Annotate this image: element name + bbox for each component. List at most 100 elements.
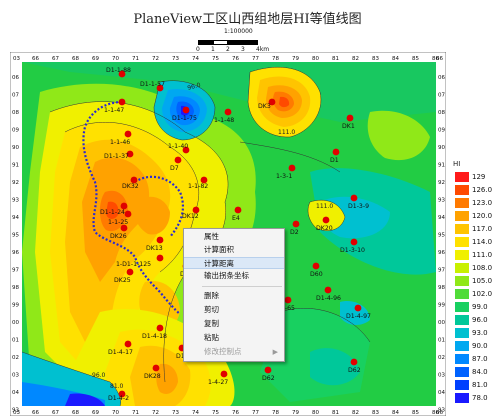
x-grid-label: 75 xyxy=(212,56,219,62)
well-marker[interactable] xyxy=(322,216,330,224)
well-marker[interactable] xyxy=(224,108,232,116)
menu-item-edit-control-points[interactable]: 修改控制点 ▶ xyxy=(184,346,284,358)
well-marker[interactable] xyxy=(118,390,126,398)
y-grid-label: 94 xyxy=(12,215,19,221)
well-marker[interactable] xyxy=(174,156,182,164)
well-marker[interactable] xyxy=(200,176,208,184)
well-marker[interactable] xyxy=(156,324,164,332)
y-grid-label: 96 xyxy=(12,250,19,256)
well-marker[interactable] xyxy=(120,224,128,232)
well-marker[interactable] xyxy=(288,164,296,172)
y-grid-label: 06 xyxy=(12,75,19,81)
legend-swatch xyxy=(455,315,469,325)
well-label: DK25 xyxy=(114,277,131,284)
well-marker[interactable] xyxy=(118,98,126,106)
well-marker[interactable] xyxy=(118,70,126,78)
well-label: D60 xyxy=(310,271,323,278)
well-marker[interactable] xyxy=(192,206,200,214)
well-marker[interactable] xyxy=(156,254,164,262)
well-marker[interactable] xyxy=(234,206,242,214)
legend-value: 78.0 xyxy=(472,394,488,402)
y-grid-label: 02 xyxy=(438,355,445,361)
well-marker[interactable] xyxy=(346,114,354,122)
menu-item-cut[interactable]: 剪切 xyxy=(204,305,219,314)
well-marker[interactable] xyxy=(324,286,332,294)
x-grid-label: 68 xyxy=(72,56,79,62)
context-menu[interactable]: 属性 计算面积 计算距离 输出拐条坐标 删除 剪切 复制 粘贴 修改控制点 ▶ xyxy=(183,228,285,362)
y-grid-label: 07 xyxy=(438,93,445,99)
well-marker[interactable] xyxy=(264,366,272,374)
well-marker[interactable] xyxy=(152,364,160,372)
well-label: E4 xyxy=(232,215,240,222)
well-marker[interactable] xyxy=(354,304,362,312)
x-grid-label: 84 xyxy=(392,56,399,62)
well-marker[interactable] xyxy=(350,238,358,246)
well-marker[interactable] xyxy=(350,358,358,366)
well-marker[interactable] xyxy=(292,220,300,228)
well-marker[interactable] xyxy=(126,150,134,158)
y-grid-label: 94 xyxy=(438,215,445,221)
legend-value: 105.0 xyxy=(472,277,493,285)
menu-item-copy[interactable]: 复制 xyxy=(204,319,219,328)
x-grid-label: 71 xyxy=(132,56,139,62)
x-grid-label: 73 xyxy=(172,56,179,62)
well-label: D7 xyxy=(170,165,179,172)
x-grid-label: 66 xyxy=(32,56,39,62)
well-marker[interactable] xyxy=(124,210,132,218)
well-label: 1-1-25 xyxy=(108,219,128,226)
well-marker[interactable] xyxy=(312,262,320,270)
y-grid-label: 96 xyxy=(438,250,445,256)
y-grid-label: 98 xyxy=(438,285,445,291)
contour-map[interactable]: 03 86 03 86 66 66 67 67 68 68 69 69 70 70 71 71 72 72… xyxy=(10,52,446,416)
menu-item-calc-distance[interactable]: 计算距离 xyxy=(184,257,284,269)
well-label: D62 xyxy=(348,367,361,374)
well-marker[interactable] xyxy=(220,370,228,378)
y-grid-label: 95 xyxy=(438,233,445,239)
well-marker[interactable] xyxy=(120,202,128,210)
menu-item-paste[interactable]: 粘贴 xyxy=(204,333,219,342)
legend-value: 93.0 xyxy=(472,329,488,337)
map-title: PlaneView工区山西组地层HI等值线图 xyxy=(133,12,362,27)
well-label: DK26 xyxy=(110,233,127,240)
well-marker[interactable] xyxy=(284,296,292,304)
well-label: D1-1-57 xyxy=(140,81,165,88)
legend-value: 120.0 xyxy=(472,212,493,220)
y-grid-label: 98 xyxy=(12,285,19,291)
boundary-line xyxy=(82,100,185,315)
y-grid-label: 97 xyxy=(12,268,19,274)
well-label: 1-1-46 xyxy=(110,139,130,146)
scale-segment xyxy=(228,40,258,45)
well-marker[interactable] xyxy=(350,194,358,202)
y-grid-label: 08 xyxy=(438,110,445,116)
y-grid-label: 91 xyxy=(12,163,19,169)
menu-item-calc-area[interactable]: 计算面积 xyxy=(204,245,234,254)
y-grid-label: 09 xyxy=(12,128,19,134)
well-label: 1-1-48 xyxy=(214,117,234,124)
well-label: D1-4-96 xyxy=(316,295,341,302)
contour-label: 96.0 xyxy=(187,82,202,92)
menu-item-properties[interactable]: 属性 xyxy=(204,232,219,241)
x-grid-label: 80 xyxy=(312,56,319,62)
well-marker[interactable] xyxy=(182,146,190,154)
well-marker[interactable] xyxy=(124,340,132,348)
well-marker[interactable] xyxy=(332,148,340,156)
well-marker[interactable] xyxy=(130,176,138,184)
menu-item-delete[interactable]: 删除 xyxy=(204,291,219,300)
well-marker[interactable] xyxy=(182,106,190,114)
x-grid-label: 76 xyxy=(232,56,239,62)
well-label: D1-1-88 xyxy=(106,67,131,74)
menu-separator xyxy=(202,286,282,287)
well-markers[interactable]: D1-1-88 D1-1-57 DK3 D1-1-75 1-1-47 1-1-48 DK1 1… xyxy=(100,67,371,402)
menu-item-export-coords[interactable]: 输出拐条坐标 xyxy=(204,271,249,280)
well-label: DK12 xyxy=(182,213,199,220)
y-grid-label: 00 xyxy=(12,320,19,326)
well-marker[interactable] xyxy=(156,236,164,244)
well-marker[interactable] xyxy=(124,130,132,138)
corner-label: 03 xyxy=(13,410,20,416)
legend-swatch xyxy=(455,185,469,195)
well-label: DK32 xyxy=(122,183,139,190)
well-marker[interactable] xyxy=(268,98,276,106)
legend-swatch xyxy=(455,289,469,299)
well-marker[interactable] xyxy=(156,84,164,92)
well-marker[interactable] xyxy=(126,268,134,276)
